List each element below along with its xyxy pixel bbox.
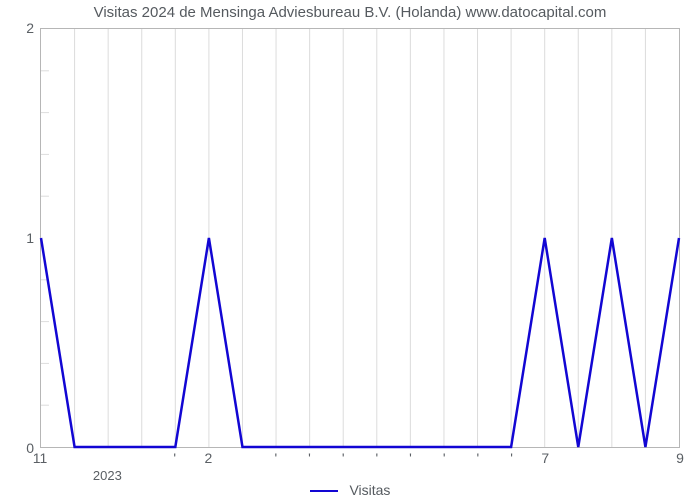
x-minor-tick: ' bbox=[477, 450, 480, 466]
legend-label: Visitas bbox=[349, 482, 390, 498]
x-tick-label: 11 bbox=[33, 450, 48, 466]
x-minor-tick: ' bbox=[375, 450, 378, 466]
legend: Visitas bbox=[0, 482, 700, 498]
x-tick-label: 2023 bbox=[93, 468, 122, 483]
x-minor-tick: ' bbox=[308, 450, 311, 466]
y-tick-label: 2 bbox=[4, 20, 34, 36]
x-minor-tick: ' bbox=[409, 450, 412, 466]
x-tick-label: 2 bbox=[205, 450, 213, 466]
x-minor-tick: ' bbox=[274, 450, 277, 466]
x-minor-tick: ' bbox=[510, 450, 513, 466]
chart-svg bbox=[41, 29, 679, 447]
legend-swatch bbox=[310, 490, 338, 492]
x-tick-label: 9 bbox=[676, 450, 684, 466]
chart-title: Visitas 2024 de Mensinga Adviesbureau B.… bbox=[0, 4, 700, 21]
y-tick-label: 0 bbox=[4, 440, 34, 456]
x-minor-tick: ' bbox=[173, 450, 176, 466]
x-minor-tick: ' bbox=[443, 450, 446, 466]
plot-area bbox=[40, 28, 680, 448]
y-tick-label: 1 bbox=[4, 230, 34, 246]
x-tick-label: 7 bbox=[541, 450, 549, 466]
x-minor-tick: ' bbox=[342, 450, 345, 466]
